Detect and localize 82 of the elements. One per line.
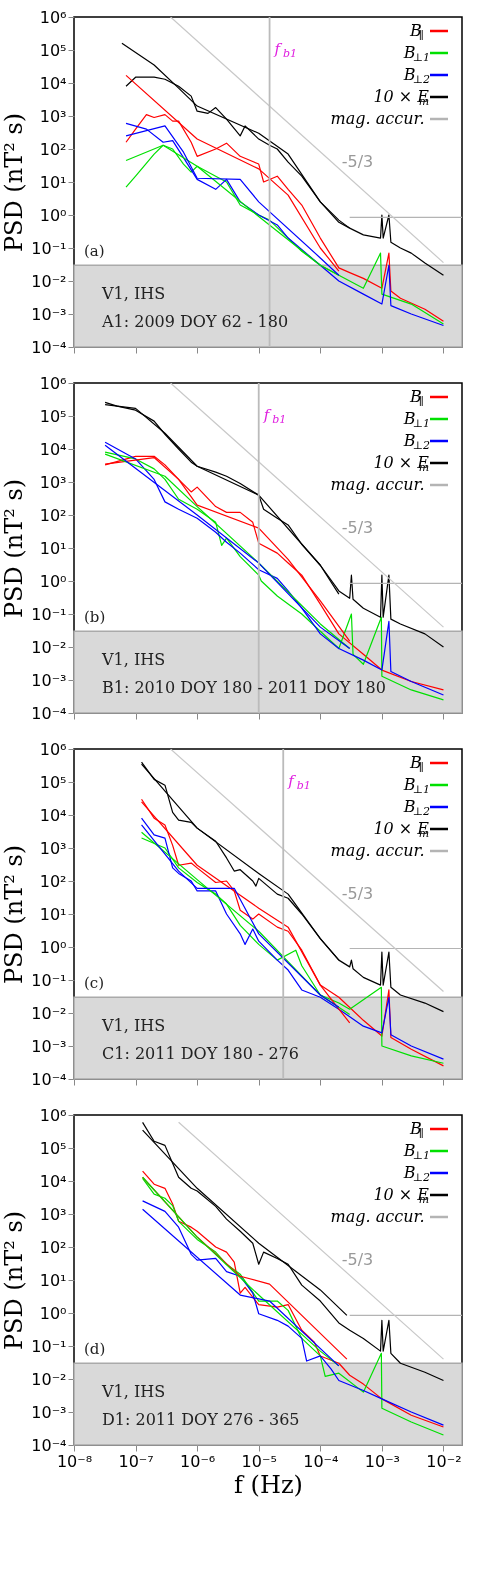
y-tick-label: 10¹ [39, 172, 67, 192]
legend-label: mag. accur. [330, 475, 425, 494]
y-tick-label: 10⁻² [31, 637, 67, 657]
legend-label: mag. accur. [330, 109, 425, 128]
x-tick-label: 10⁻⁴ [303, 1451, 339, 1471]
y-tick-label: 10⁻⁴ [31, 703, 67, 723]
x-tick-label: 10⁻² [426, 1451, 462, 1471]
x-tick-label: 10⁻⁷ [118, 1451, 154, 1471]
y-tick-label: 10³ [39, 472, 67, 492]
y-tick-label: 10¹ [39, 538, 67, 558]
y-tick-label: 10⁶ [39, 7, 67, 27]
x-axis-title: f (Hz) [234, 1470, 303, 1499]
annotation: (d) [84, 1340, 106, 1359]
legend-label: B∥ [408, 387, 424, 408]
annotation: B1: 2010 DOY 180 - 2011 DOY 180 [102, 678, 386, 698]
y-tick-label: 10⁴ [39, 805, 67, 825]
y-tick-label: 10² [39, 871, 67, 891]
y-tick-label: 10⁻² [31, 1369, 67, 1389]
annotation: V1, IHS [101, 650, 166, 670]
y-tick-label: 10⁴ [39, 73, 67, 93]
annotation: -5/3 [341, 518, 374, 538]
annotation: -5/3 [341, 884, 374, 904]
x-tick-label: 10⁻⁶ [180, 1451, 216, 1471]
y-tick-label: 10⁴ [39, 1171, 67, 1191]
y-tick-label: 10⁰ [39, 937, 67, 957]
y-tick-label: 10⁻² [31, 271, 67, 291]
y-tick-label: 10⁵ [39, 406, 67, 426]
annotation: (a) [84, 242, 105, 261]
x-tick-label: 10⁻³ [364, 1451, 400, 1471]
y-tick-label: 10³ [39, 838, 67, 858]
y-tick-label: 10² [39, 139, 67, 159]
annotation: A1: 2009 DOY 62 - 180 [101, 312, 289, 332]
legend-label: B∥ [408, 21, 424, 42]
y-tick-label: 10⁻³ [31, 304, 67, 324]
y-tick-label: 10⁻¹ [31, 604, 67, 624]
y-tick-label: 10³ [39, 1204, 67, 1224]
legend-label: 10 × Em [373, 1185, 430, 1206]
annotation: -5/3 [341, 152, 374, 172]
legend-label: mag. accur. [330, 1207, 425, 1226]
x-tick-label: 10⁻⁵ [241, 1451, 277, 1471]
y-tick-label: 10⁻¹ [31, 970, 67, 990]
y-tick-label: 10⁶ [39, 739, 67, 759]
annotation: V1, IHS [101, 284, 166, 304]
y-tick-label: 10⁰ [39, 1303, 67, 1323]
legend-label: 10 × Em [373, 87, 430, 108]
legend-label: 10 × Em [373, 453, 430, 474]
y-tick-label: 10⁻² [31, 1003, 67, 1023]
y-tick-label: 10¹ [39, 1270, 67, 1290]
y-tick-label: 10² [39, 1237, 67, 1257]
annotation: D1: 2011 DOY 276 - 365 [102, 1410, 300, 1430]
legend-label: B∥ [408, 753, 424, 774]
legend-label: B∥ [408, 1119, 424, 1140]
y-tick-label: 10⁻³ [31, 1402, 67, 1422]
y-tick-label: 10⁻⁴ [31, 337, 67, 357]
y-tick-label: 10⁶ [39, 1105, 67, 1125]
y-tick-label: 10⁰ [39, 205, 67, 225]
y-axis-title: PSD (nT² s) [0, 478, 29, 619]
y-tick-label: 10⁻³ [31, 670, 67, 690]
y-tick-label: 10⁰ [39, 571, 67, 591]
y-tick-label: 10⁻¹ [31, 238, 67, 258]
annotation: C1: 2011 DOY 180 - 276 [102, 1044, 299, 1064]
y-tick-label: 10⁻³ [31, 1036, 67, 1056]
y-tick-label: 10¹ [39, 904, 67, 924]
y-tick-label: 10² [39, 505, 67, 525]
annotation: (c) [84, 974, 105, 993]
annotation: -5/3 [341, 1250, 374, 1270]
y-tick-label: 10⁻¹ [31, 1336, 67, 1356]
y-tick-label: 10⁻⁴ [31, 1069, 67, 1089]
annotation: V1, IHS [101, 1382, 166, 1402]
legend-label: 10 × Em [373, 819, 430, 840]
y-tick-label: 10⁵ [39, 772, 67, 792]
y-axis-title: PSD (nT² s) [0, 1210, 29, 1351]
y-tick-label: 10⁵ [39, 40, 67, 60]
legend-label: mag. accur. [330, 841, 425, 860]
y-tick-label: 10³ [39, 106, 67, 126]
y-axis-title: PSD (nT² s) [0, 844, 29, 985]
annotation: V1, IHS [101, 1016, 166, 1036]
y-axis-title: PSD (nT² s) [0, 112, 29, 253]
annotation: (b) [84, 608, 106, 627]
y-tick-label: 10⁵ [39, 1138, 67, 1158]
y-tick-label: 10⁴ [39, 439, 67, 459]
y-tick-label: 10⁶ [39, 373, 67, 393]
